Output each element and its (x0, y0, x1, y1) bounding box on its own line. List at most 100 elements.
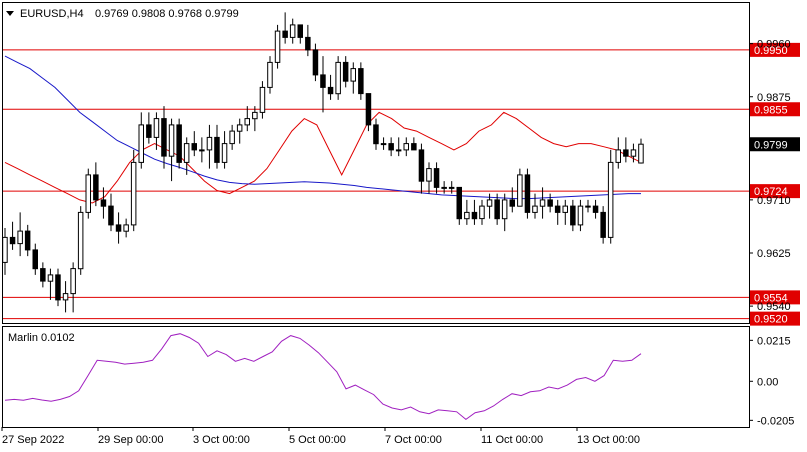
candle-bear (411, 143, 417, 151)
time-axis: 27 Sep 2022 29 Sep 00:00 3 Oct 00:00 5 Oct … (1, 427, 640, 446)
candle-bull (448, 186, 455, 189)
candle-bear (297, 24, 303, 38)
candle-bull (577, 205, 584, 226)
candle-bull (70, 268, 76, 295)
time-tick-label: 27 Sep 2022 (2, 434, 64, 446)
candle-bull (138, 124, 144, 163)
candle-bull (638, 143, 644, 164)
price-tick-label: 0.9540 (757, 301, 791, 313)
candlesticks (2, 12, 644, 313)
candle-bear (456, 186, 462, 220)
candle-bear (365, 93, 372, 126)
level-tag-label: 0.9724 (754, 186, 788, 198)
candle-bull (289, 24, 296, 38)
candle-bull (206, 136, 213, 151)
candle-bear (388, 143, 394, 151)
candle-bull (130, 161, 137, 226)
indicator-tick-label: 0.0215 (757, 335, 791, 347)
time-tick-label: 5 Oct 00:00 (289, 434, 346, 446)
level-tag (750, 311, 800, 326)
candle-bear (146, 124, 152, 138)
candle-bull (539, 199, 546, 207)
candle-bull (395, 149, 402, 152)
candle-bear (471, 211, 478, 220)
candle-bear (623, 149, 629, 157)
candle-bear (115, 224, 122, 232)
candle-bull (2, 236, 8, 263)
candle-bear (100, 199, 107, 207)
candle-bull (252, 111, 258, 120)
level-tag (750, 102, 800, 117)
indicator-tick-label: 0.00 (757, 376, 778, 388)
current-price-label: 0.9799 (754, 139, 788, 151)
level-tag-label: 0.9855 (754, 104, 788, 116)
level-tag-label: 0.9950 (754, 45, 788, 57)
candle-bull (464, 211, 470, 220)
candle-bull (199, 149, 205, 152)
candle-bear (176, 124, 182, 163)
main-panel-frame (2, 2, 750, 324)
candle-bull (532, 205, 538, 213)
chart-menu-triangle-icon[interactable] (6, 11, 14, 16)
horizontal-levels: 0.9950 0.9855 0.9724 0.9554 0.9520 0.9799 (3, 42, 800, 326)
marlin-indicator-line (4, 333, 642, 421)
price-tick-label: 0.9625 (757, 248, 791, 260)
candle-bull (47, 274, 54, 282)
time-tick-label: 3 Oct 00:00 (193, 434, 250, 446)
time-tick-label: 13 Oct 00:00 (577, 434, 640, 446)
candle-bull (85, 174, 91, 213)
symbol-label: EURUSD,H4 (20, 8, 84, 20)
candle-bear (40, 268, 46, 282)
indicator-panel-frame (2, 326, 750, 428)
candle-bull (183, 143, 190, 163)
time-tick-label: 7 Oct 00:00 (385, 434, 442, 446)
price-tick-label: 0.9960 (757, 39, 791, 51)
candle-bull (62, 293, 69, 301)
candle-bull (168, 124, 175, 157)
candle-bear (9, 236, 16, 245)
level-tag (750, 184, 800, 199)
candle-bear (161, 118, 167, 157)
candle-bull (229, 130, 235, 145)
candle-bull (517, 174, 523, 207)
candle-bull (585, 205, 591, 208)
indicator-axis: 0.0215 0.00 -0.0205 (749, 335, 794, 427)
candle-bull (426, 168, 432, 182)
candle-bear (327, 86, 334, 95)
candle-bull (77, 211, 84, 270)
candle-bear (305, 36, 311, 51)
candle-bear (282, 30, 288, 38)
candle-bull (403, 143, 409, 151)
candle-bull (221, 143, 228, 163)
candle-bull (350, 68, 356, 82)
indicator-tick-label: -0.0205 (757, 415, 794, 427)
candle-bear (108, 205, 114, 226)
candle-bull (441, 186, 447, 189)
candle-bear (494, 199, 500, 220)
candle-bear (24, 230, 31, 251)
candle-bear (32, 249, 38, 270)
candle-bear (373, 124, 379, 145)
candle-bull (244, 118, 250, 126)
level-tag-label: 0.9554 (754, 292, 788, 304)
candle-bull (607, 161, 614, 238)
candle-bull (479, 205, 485, 220)
candle-bull (274, 30, 281, 63)
candle-bear (570, 205, 576, 226)
candle-bear (600, 211, 606, 238)
candle-bull (17, 230, 23, 245)
candle-bear (554, 205, 561, 213)
candle-bull (335, 61, 341, 95)
candle-bear (509, 199, 515, 207)
candle-bear (418, 149, 425, 182)
candle-bear (342, 61, 349, 82)
price-tick-label: 0.9875 (757, 92, 791, 104)
candle-bull (562, 205, 568, 213)
red-moving-average (4, 111, 642, 204)
candle-bull (267, 61, 273, 88)
candle-bear (191, 143, 197, 151)
current-price-tag (750, 137, 800, 152)
indicator-label: Marlin 0.0102 (8, 332, 75, 344)
